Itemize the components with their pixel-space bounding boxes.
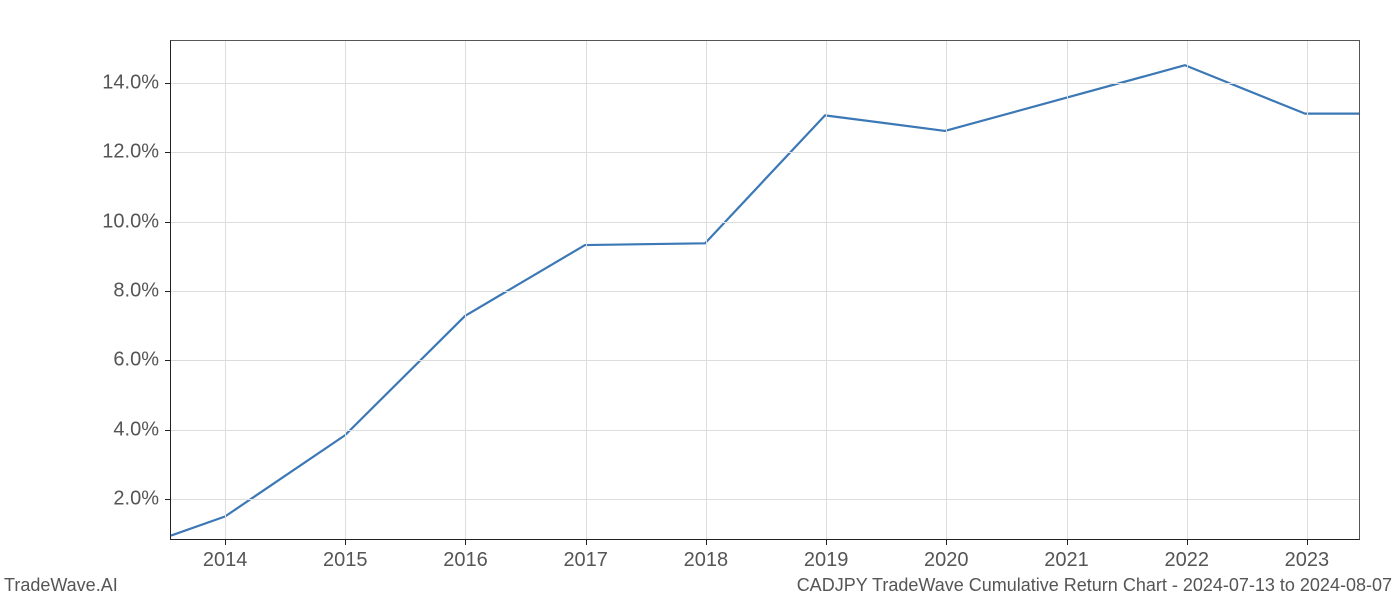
gridline-v <box>586 41 587 539</box>
gridline-h <box>171 291 1359 292</box>
gridline-h <box>171 430 1359 431</box>
gridline-v <box>706 41 707 539</box>
y-axis-label: 6.0% <box>113 349 159 372</box>
tick-y <box>165 360 171 361</box>
tick-x <box>946 539 947 545</box>
x-axis-label: 2015 <box>323 549 368 572</box>
tick-x <box>1067 539 1068 545</box>
x-axis-label: 2020 <box>924 549 969 572</box>
gridline-v <box>946 41 947 539</box>
gridline-h <box>171 222 1359 223</box>
gridline-h <box>171 83 1359 84</box>
gridline-h <box>171 360 1359 361</box>
tick-x <box>586 539 587 545</box>
tick-y <box>165 83 171 84</box>
tick-y <box>165 291 171 292</box>
footer-brand: TradeWave.AI <box>4 575 118 596</box>
tick-x <box>706 539 707 545</box>
y-axis-label: 10.0% <box>102 210 159 233</box>
gridline-v <box>826 41 827 539</box>
x-axis-label: 2016 <box>443 549 488 572</box>
gridline-v <box>1067 41 1068 539</box>
x-axis-label: 2023 <box>1285 549 1330 572</box>
gridline-h <box>171 152 1359 153</box>
gridline-h <box>171 499 1359 500</box>
tick-x <box>1187 539 1188 545</box>
tick-x <box>225 539 226 545</box>
y-axis-label: 2.0% <box>113 488 159 511</box>
y-axis-label: 12.0% <box>102 141 159 164</box>
x-axis-label: 2018 <box>684 549 729 572</box>
tick-x <box>826 539 827 545</box>
gridline-v <box>225 41 226 539</box>
plot-area: 2.0%4.0%6.0%8.0%10.0%12.0%14.0%201420152… <box>170 40 1360 540</box>
tick-y <box>165 499 171 500</box>
tick-y <box>165 152 171 153</box>
x-axis-label: 2014 <box>203 549 248 572</box>
tick-x <box>345 539 346 545</box>
gridline-v <box>465 41 466 539</box>
x-axis-label: 2017 <box>563 549 608 572</box>
x-axis-label: 2019 <box>804 549 849 572</box>
tick-x <box>1307 539 1308 545</box>
gridline-v <box>1187 41 1188 539</box>
series-line <box>171 65 1359 535</box>
x-axis-label: 2022 <box>1164 549 1209 572</box>
tick-y <box>165 222 171 223</box>
tick-y <box>165 430 171 431</box>
gridline-v <box>345 41 346 539</box>
y-axis-label: 14.0% <box>102 71 159 94</box>
gridline-v <box>1307 41 1308 539</box>
footer-caption: CADJPY TradeWave Cumulative Return Chart… <box>797 575 1392 596</box>
y-axis-label: 4.0% <box>113 418 159 441</box>
line-series <box>171 41 1359 539</box>
y-axis-label: 8.0% <box>113 280 159 303</box>
x-axis-label: 2021 <box>1044 549 1089 572</box>
chart-area: 2.0%4.0%6.0%8.0%10.0%12.0%14.0%201420152… <box>170 40 1360 540</box>
tick-x <box>465 539 466 545</box>
